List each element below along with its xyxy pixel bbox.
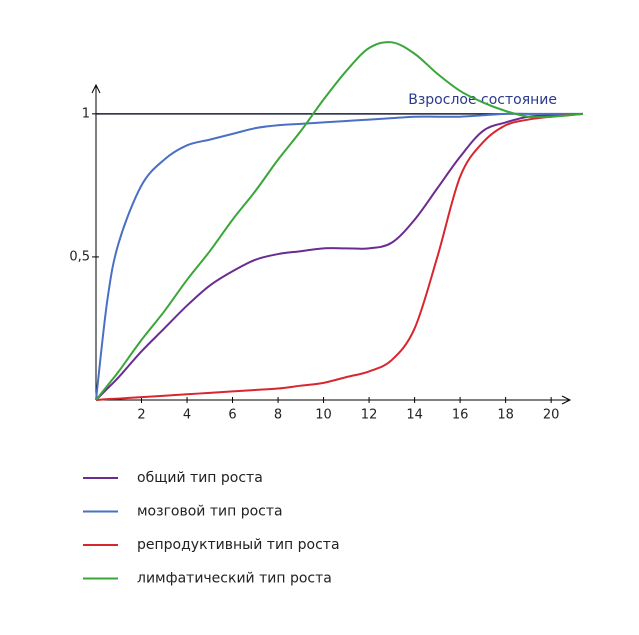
x-tick-label: 16 <box>452 408 469 423</box>
y-axis-arrow <box>91 83 101 94</box>
x-tick-label: 14 <box>406 408 423 423</box>
x-axis-arrow <box>561 395 572 405</box>
legend-label: мозговой тип роста <box>137 504 283 520</box>
series-line <box>95 112 583 401</box>
legend-label: репродуктивный тип роста <box>137 537 340 553</box>
series-line <box>95 112 584 401</box>
x-tick-label: 2 <box>137 408 145 423</box>
y-tick-label: 0,5 <box>69 249 90 264</box>
series-line <box>95 41 584 401</box>
x-tick-label: 20 <box>543 408 560 423</box>
legend-label: общий тип роста <box>137 470 263 486</box>
x-tick-label: 6 <box>228 408 236 423</box>
x-tick-label: 4 <box>183 408 191 423</box>
legend-label: лимфатический тип роста <box>137 571 332 587</box>
x-tick-label: 8 <box>274 408 282 423</box>
y-tick-label: 1 <box>82 106 90 121</box>
series-line <box>95 112 584 401</box>
x-tick-label: 12 <box>361 408 378 423</box>
reference-label: Взрослое состояние <box>408 92 557 108</box>
x-tick-label: 18 <box>497 408 514 423</box>
x-tick-label: 10 <box>315 408 332 423</box>
